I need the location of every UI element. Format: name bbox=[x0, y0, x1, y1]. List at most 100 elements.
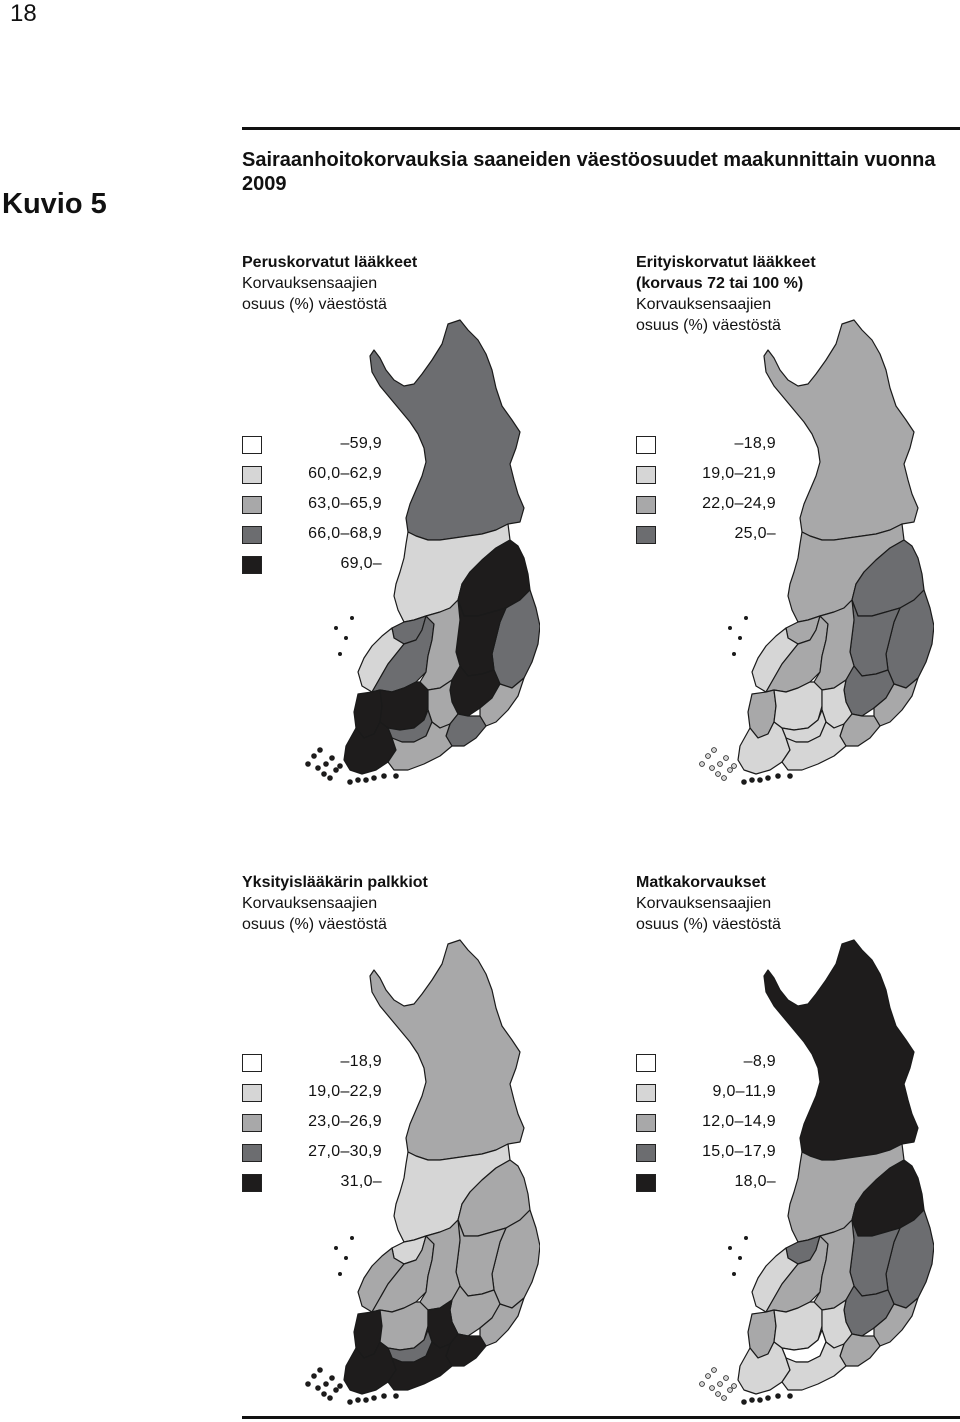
island bbox=[728, 1245, 733, 1250]
region-uusimaa bbox=[387, 1341, 453, 1391]
legend-label: 15,0–17,9 bbox=[702, 1143, 776, 1160]
region-etela-karjala bbox=[873, 677, 919, 727]
legend-item: 19,0–21,9 bbox=[636, 465, 786, 496]
island bbox=[371, 775, 377, 781]
legend-swatch bbox=[636, 526, 656, 544]
legend-label: 19,0–22,9 bbox=[308, 1083, 382, 1100]
island bbox=[744, 1235, 749, 1240]
island bbox=[355, 1397, 361, 1403]
panel-title: Yksityislääkärin palkkiot Korvauksensaaj… bbox=[242, 872, 572, 935]
legend-swatch bbox=[636, 1054, 656, 1072]
legend-swatch bbox=[242, 1174, 262, 1192]
island bbox=[717, 1381, 723, 1387]
legend-label: –18,9 bbox=[734, 435, 776, 452]
legend-label: 19,0–21,9 bbox=[702, 465, 776, 482]
panel-title: Peruskorvatut lääkkeet Korvauksensaajien… bbox=[242, 252, 572, 315]
region-uusimaa bbox=[781, 721, 847, 771]
panel-subtitle-line: osuus (%) väestöstä bbox=[242, 296, 387, 313]
island bbox=[317, 1367, 323, 1373]
island bbox=[350, 615, 355, 620]
region-uusimaa bbox=[387, 721, 453, 771]
island bbox=[355, 777, 361, 783]
map-legend: –59,9 60,0–62,9 63,0–65,9 66,0–68,9 69,0– bbox=[242, 435, 392, 586]
legend-item: 60,0–62,9 bbox=[242, 465, 392, 496]
legend-item: 31,0– bbox=[242, 1173, 392, 1204]
island bbox=[350, 1235, 355, 1240]
legend-label: 12,0–14,9 bbox=[702, 1113, 776, 1130]
island bbox=[371, 1395, 377, 1401]
map-panel-matkakorvaukset: Matkakorvaukset Korvauksensaajien osuus … bbox=[636, 872, 960, 1412]
island bbox=[738, 635, 743, 640]
region-etela-karjala bbox=[479, 1297, 525, 1347]
map-legend: –18,9 19,0–22,9 23,0–26,9 27,0–30,9 31,0– bbox=[242, 1053, 392, 1204]
legend-label: 22,0–24,9 bbox=[702, 495, 776, 512]
map-legend: –18,9 19,0–21,9 22,0–24,9 25,0– bbox=[636, 435, 786, 556]
legend-label: 69,0– bbox=[340, 555, 382, 572]
island bbox=[381, 773, 387, 779]
island bbox=[765, 1395, 771, 1401]
legend-swatch bbox=[242, 496, 262, 514]
island bbox=[334, 1245, 339, 1250]
page-number: 18 bbox=[10, 0, 37, 27]
legend-label: 66,0–68,9 bbox=[308, 525, 382, 542]
island bbox=[329, 1375, 335, 1381]
panel-title-bold: Yksityislääkärin palkkiot bbox=[242, 874, 428, 891]
legend-label: 9,0–11,9 bbox=[712, 1083, 776, 1100]
legend-label: 27,0–30,9 bbox=[308, 1143, 382, 1160]
legend-item: 9,0–11,9 bbox=[636, 1083, 786, 1114]
figure-label: Kuvio 5 bbox=[2, 188, 107, 220]
island bbox=[705, 753, 711, 759]
legend-swatch bbox=[242, 1114, 262, 1132]
legend-swatch bbox=[636, 466, 656, 484]
island bbox=[347, 1399, 353, 1405]
island bbox=[741, 1399, 747, 1405]
island bbox=[344, 1255, 349, 1260]
island bbox=[727, 767, 733, 773]
island bbox=[321, 771, 327, 777]
bottom-rule bbox=[242, 1416, 960, 1419]
panel-title: Erityiskorvatut lääkkeet (korvaus 72 tai… bbox=[636, 252, 960, 336]
island bbox=[311, 1373, 317, 1379]
island bbox=[337, 1383, 343, 1389]
finland-map-erityiskorvatut bbox=[699, 319, 934, 785]
island bbox=[723, 755, 729, 761]
panel-subtitle-line: osuus (%) väestöstä bbox=[636, 916, 781, 933]
region-lappi bbox=[369, 939, 525, 1161]
panel-title-bold-2: (korvaus 72 tai 100 %) bbox=[636, 275, 804, 292]
legend-item: –18,9 bbox=[636, 435, 786, 466]
region-lappi bbox=[763, 939, 919, 1161]
top-rule bbox=[242, 127, 960, 130]
legend-label: 63,0–65,9 bbox=[308, 495, 382, 512]
legend-swatch bbox=[242, 526, 262, 544]
island bbox=[347, 779, 353, 785]
island bbox=[338, 1271, 343, 1276]
legend-item: –18,9 bbox=[242, 1053, 392, 1084]
region-lappi bbox=[369, 319, 525, 541]
legend-item: 66,0–68,9 bbox=[242, 525, 392, 556]
island bbox=[705, 1373, 711, 1379]
island bbox=[731, 763, 737, 769]
island bbox=[344, 635, 349, 640]
legend-label: –59,9 bbox=[340, 435, 382, 452]
finland-map-yksityislaakari bbox=[305, 939, 540, 1405]
region-uusimaa bbox=[781, 1341, 847, 1391]
legend-label: –18,9 bbox=[340, 1053, 382, 1070]
legend-swatch bbox=[636, 1114, 656, 1132]
island bbox=[393, 1393, 399, 1399]
island bbox=[738, 1255, 743, 1260]
island bbox=[393, 773, 399, 779]
island bbox=[337, 763, 343, 769]
legend-item: 63,0–65,9 bbox=[242, 495, 392, 526]
island bbox=[323, 761, 329, 767]
island bbox=[315, 1385, 321, 1391]
legend-label: 31,0– bbox=[340, 1173, 382, 1190]
legend-item: 25,0– bbox=[636, 525, 786, 556]
map-panel-peruskorvatut: Peruskorvatut lääkkeet Korvauksensaajien… bbox=[242, 252, 572, 792]
finland-map-peruskorvatut bbox=[305, 319, 540, 785]
island bbox=[749, 1397, 755, 1403]
island bbox=[709, 1385, 715, 1391]
legend-swatch bbox=[242, 1084, 262, 1102]
panel-subtitle-line: Korvauksensaajien bbox=[242, 895, 378, 912]
panel-subtitle-line: Korvauksensaajien bbox=[242, 275, 378, 292]
legend-label: 25,0– bbox=[734, 525, 776, 542]
